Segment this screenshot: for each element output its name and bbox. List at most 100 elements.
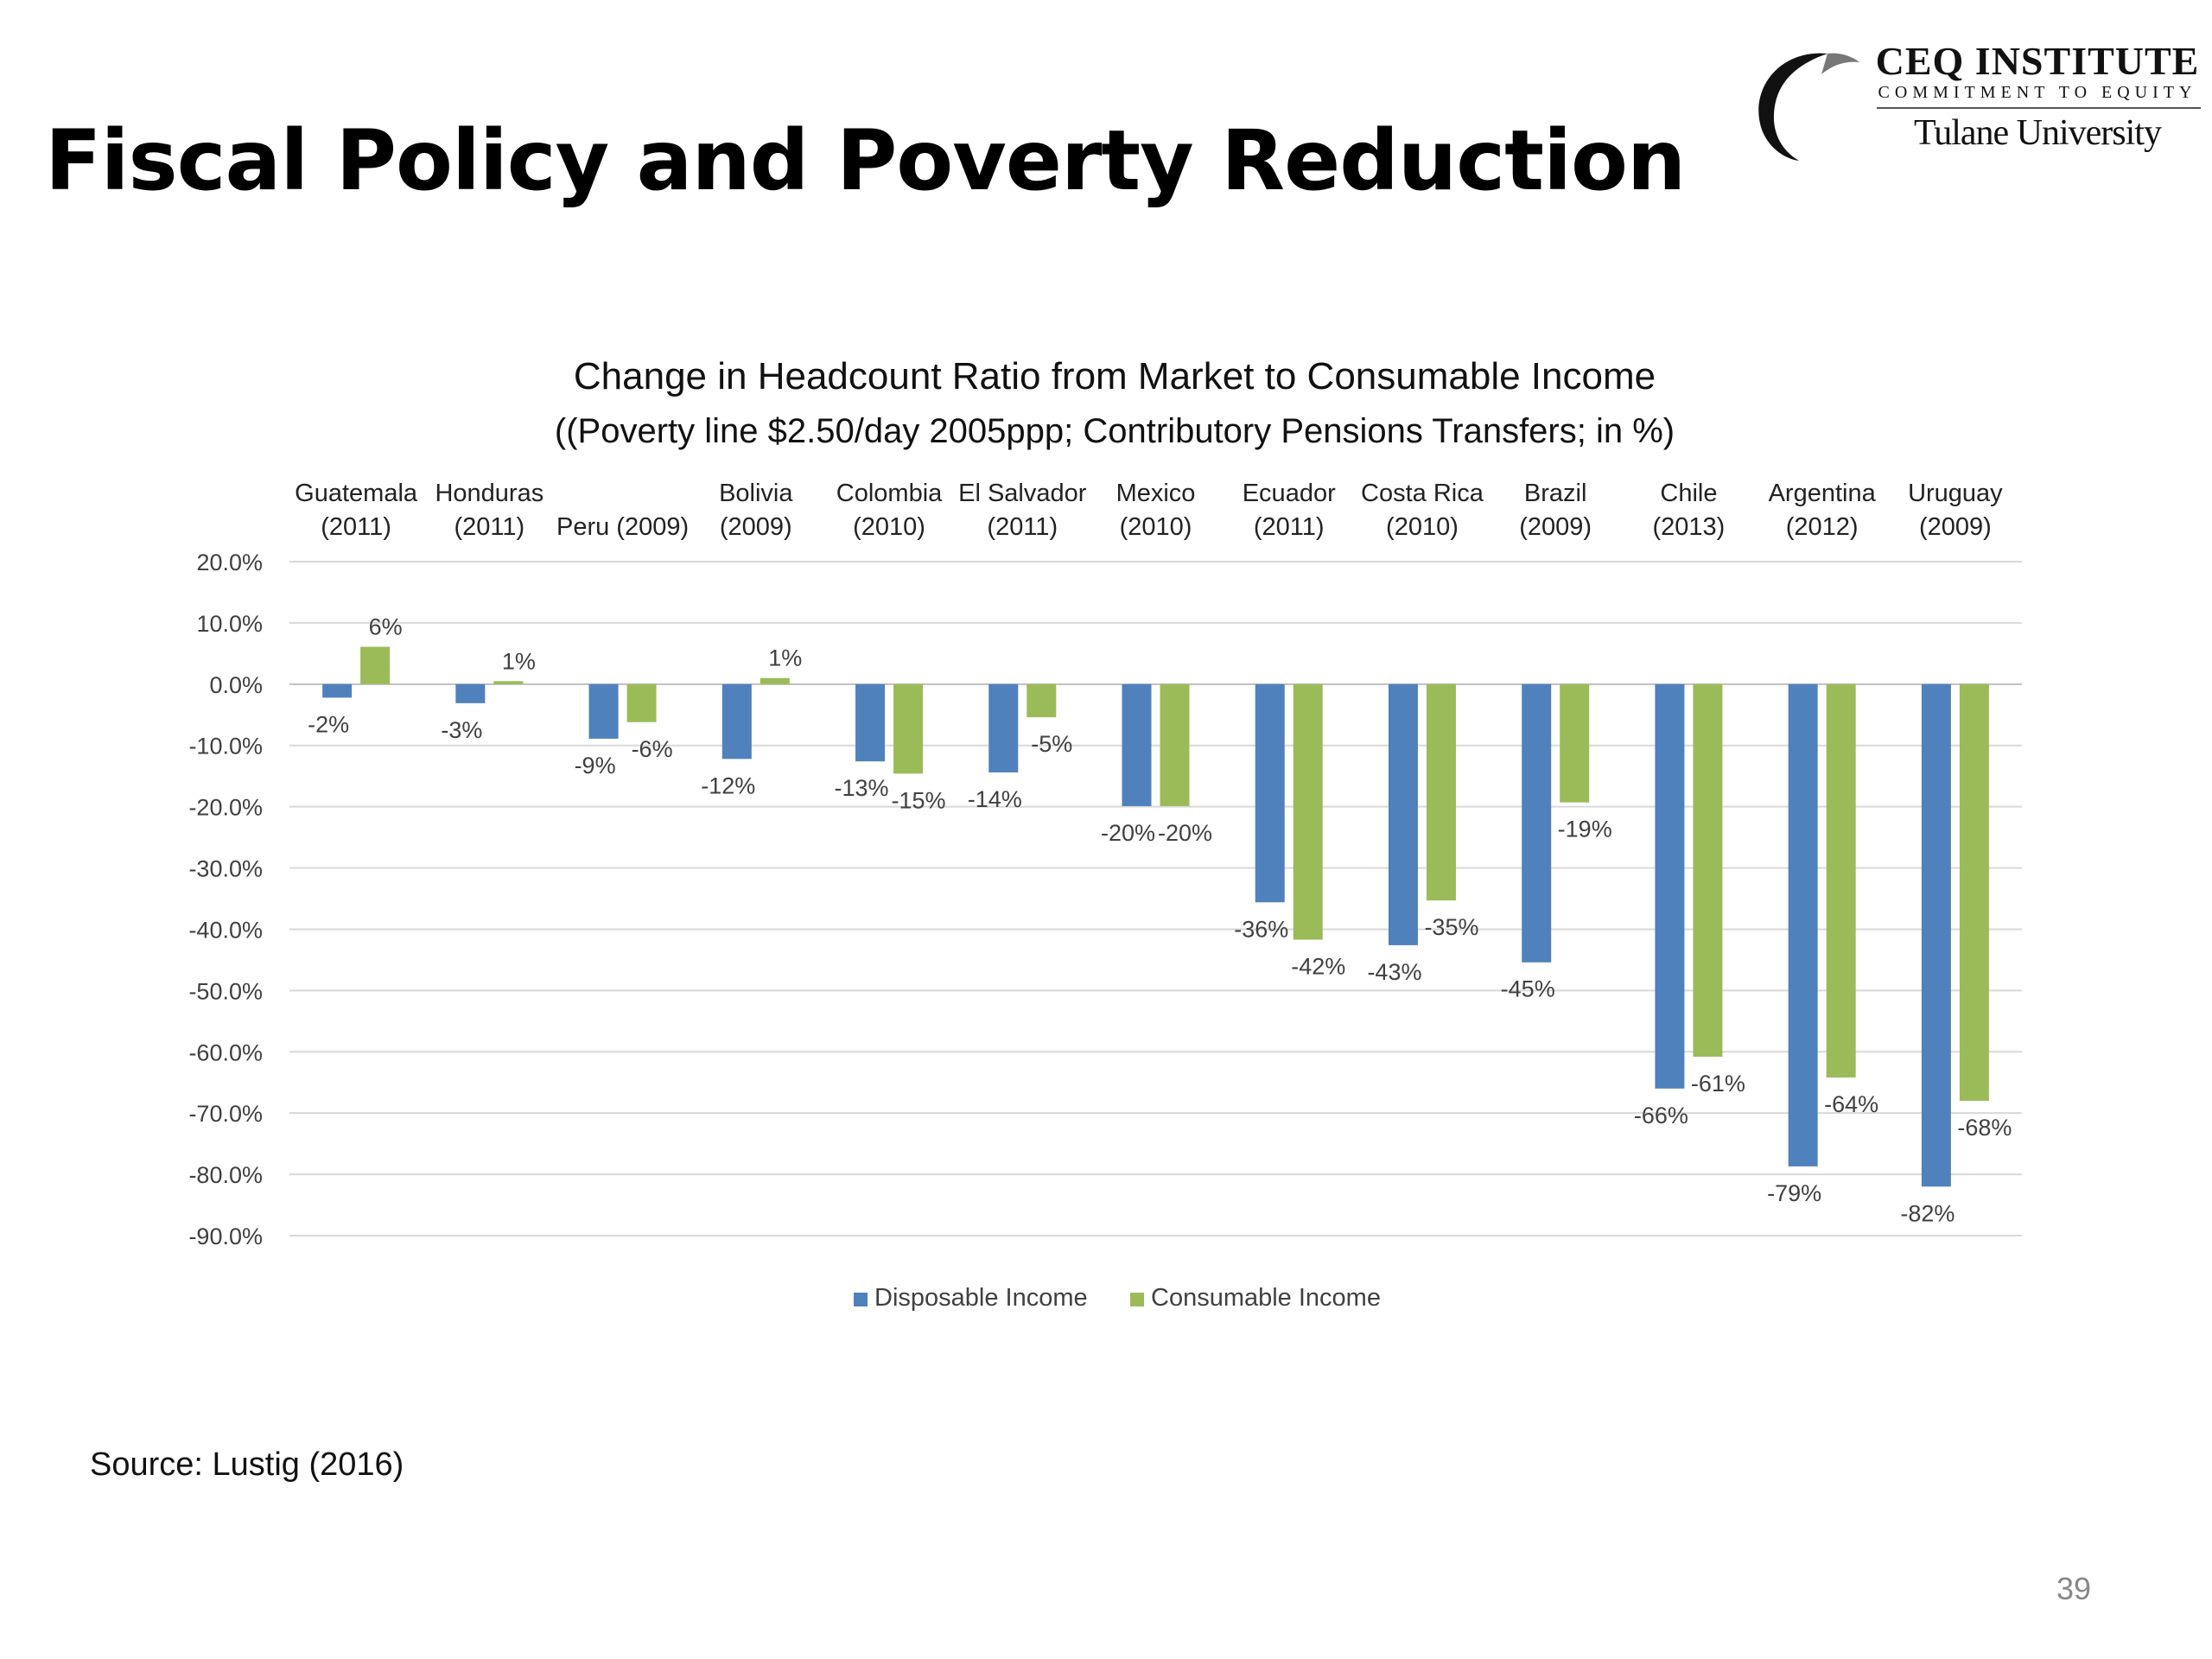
y-tick-label: 20.0% (196, 550, 263, 575)
bar-consumable (1426, 683, 1456, 901)
data-label-consumable: -19% (1558, 817, 1612, 842)
data-label-disposable: -9% (575, 753, 616, 779)
y-axis-tick-labels: 20.0% 10.0% 0.0% -10.0% -20.0% -30.0% -40.0% -5… (188, 550, 263, 1249)
source-note: Source: Lustig (2016) (90, 1446, 404, 1483)
data-label-disposable: -66% (1634, 1103, 1688, 1128)
ceq-crescent-icon (1758, 53, 1859, 162)
bar-disposable (855, 683, 886, 762)
chart-subtitle: ((Poverty line $2.50/day 2005ppp; Contri… (555, 412, 1675, 450)
bar-disposable (1522, 683, 1552, 963)
category-name-label: Honduras (435, 480, 543, 507)
y-tick-label: -30.0% (188, 856, 263, 882)
category-name-label: Guatemala (295, 480, 418, 507)
data-label-disposable: -14% (968, 786, 1022, 812)
ceq-tulane-logo: CEQ INSTITUTE COMMITMENT TO EQUITY Tulan… (1745, 35, 2201, 164)
data-label-consumable: 1% (768, 645, 802, 671)
chart-title: Change in Headcount Ratio from Market to… (574, 355, 1656, 397)
y-tick-label: -90.0% (188, 1224, 263, 1249)
logo-name: CEQ INSTITUTE (1875, 39, 2200, 83)
y-tick-label: -50.0% (188, 978, 263, 1004)
legend-label-disposable: Disposable Income (874, 1284, 1088, 1312)
bar-disposable (1255, 683, 1285, 903)
data-label-consumable: -61% (1691, 1071, 1745, 1096)
y-tick-label: -20.0% (188, 795, 263, 821)
y-tick-label: 0.0% (209, 672, 263, 698)
data-label-disposable: -2% (308, 711, 349, 737)
category-name-label: Peru (2009) (556, 513, 689, 541)
legend-label-consumable: Consumable Income (1151, 1284, 1381, 1312)
category-year-label: (2011) (321, 513, 391, 541)
data-label-consumable: -6% (632, 736, 673, 762)
category-year-label: (2010) (1386, 513, 1459, 541)
legend-swatch-consumable (1130, 1293, 1144, 1306)
data-label-disposable: -3% (441, 717, 482, 743)
category-year-label: (2013) (1653, 513, 1726, 541)
data-label-disposable: -79% (1767, 1180, 1821, 1206)
category-labels: Guatemala (2011) Honduras (2011) Peru (2009)… (295, 480, 2003, 541)
bar-consumable (1560, 683, 1590, 803)
data-label-consumable: -35% (1424, 914, 1478, 940)
data-label-consumable: -64% (1824, 1091, 1878, 1117)
data-label-consumable: -5% (1031, 731, 1072, 757)
logo-university: Tulane University (1914, 113, 2162, 153)
bar-disposable (1655, 683, 1685, 1089)
category-name-label: Ecuador (1243, 480, 1336, 507)
y-tick-label: -10.0% (188, 734, 263, 760)
y-tick-label: 10.0% (196, 611, 263, 637)
legend: Disposable Income Consumable Income (854, 1284, 1381, 1312)
bars (322, 646, 1989, 1187)
bar-disposable (1388, 683, 1418, 945)
slide-title: Fiscal Policy and Poverty Reduction (45, 112, 1686, 209)
bar-disposable (455, 683, 486, 703)
category-name-label: Uruguay (1908, 480, 2003, 507)
y-tick-label: -70.0% (188, 1101, 263, 1127)
data-label-consumable: -68% (1957, 1115, 2012, 1141)
bar-consumable (1826, 683, 1856, 1078)
y-tick-label: -80.0% (188, 1162, 263, 1188)
bar-disposable (1122, 683, 1152, 806)
logo-tagline: COMMITMENT TO EQUITY (1878, 83, 2197, 102)
category-year-label: (2010) (1120, 513, 1192, 541)
category-year-label: (2009) (720, 513, 792, 541)
category-name-label: Costa Rica (1361, 480, 1484, 507)
category-name-label: Brazil (1524, 480, 1587, 507)
data-label-disposable: -82% (1900, 1200, 1955, 1226)
category-name-label: Argentina (1769, 480, 1877, 507)
bar-disposable (721, 683, 752, 760)
category-year-label: (2012) (1786, 513, 1859, 541)
bar-consumable (360, 646, 391, 684)
bar-consumable (760, 677, 790, 684)
category-year-label: (2011) (1254, 513, 1325, 541)
bar-consumable (1293, 683, 1323, 940)
data-labels: -2% -3% -9% -12% -13% -14% -20% -36% -43% -45% -66… (308, 614, 2012, 1227)
legend-swatch-disposable (854, 1293, 868, 1306)
gridlines (289, 561, 2022, 1236)
bar-consumable (493, 681, 524, 684)
bar-consumable (626, 683, 657, 722)
category-year-label: (2009) (1919, 513, 1992, 541)
category-year-label: (2011) (987, 513, 1058, 541)
logo-divider (1877, 107, 2201, 109)
data-label-disposable: -13% (835, 775, 889, 801)
bar-consumable (1693, 683, 1723, 1057)
bar-consumable (893, 683, 924, 774)
y-tick-label: -40.0% (188, 917, 263, 943)
category-name-label: Bolivia (719, 480, 793, 507)
bar-disposable (988, 683, 1019, 772)
data-label-disposable: -20% (1101, 820, 1155, 846)
data-label-disposable: -12% (701, 772, 755, 798)
bar-consumable (1160, 683, 1190, 806)
bar-disposable (588, 683, 619, 739)
category-name-label: Colombia (836, 480, 943, 507)
data-label-consumable: 6% (369, 614, 403, 640)
data-label-consumable: -42% (1291, 954, 1345, 980)
category-name-label: El Salvador (958, 480, 1087, 507)
bar-disposable (322, 683, 353, 698)
data-label-consumable: -15% (892, 787, 946, 813)
data-label-disposable: -36% (1234, 916, 1288, 942)
data-label-disposable: -43% (1367, 959, 1421, 985)
category-name-label: Chile (1660, 480, 1717, 507)
data-label-consumable: -20% (1158, 820, 1212, 846)
category-year-label: (2009) (1519, 513, 1592, 541)
